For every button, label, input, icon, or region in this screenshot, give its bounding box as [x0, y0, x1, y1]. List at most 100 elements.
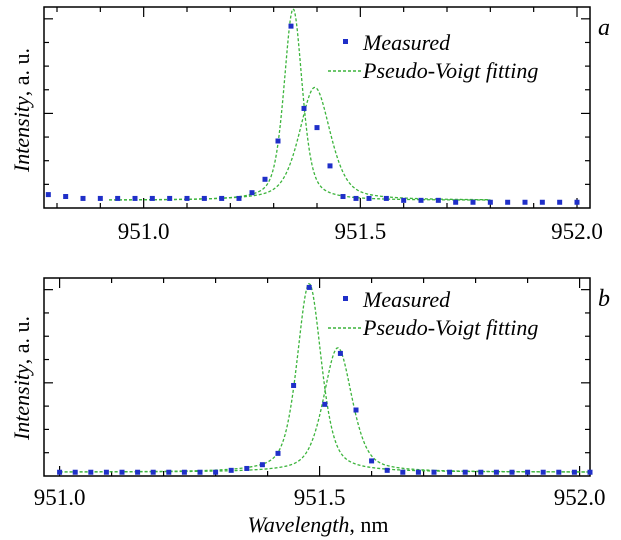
tick-marks-b: [44, 278, 590, 476]
y-axis-label-unit-b: , a. u.: [9, 316, 34, 364]
y-axis-label-main-a: Intensity: [9, 96, 34, 173]
measured-point: [213, 469, 219, 475]
x-tick-label: 951.0: [34, 485, 86, 510]
measured-point: [509, 469, 515, 475]
legend-label-measured-b: Measured: [362, 287, 451, 312]
legend-label-measured-a: Measured: [362, 30, 451, 55]
measured-point: [525, 469, 531, 475]
panel-a: 951.0 951.5 952.0 a Measured Pseudo-Voigt …: [43, 6, 610, 244]
plot-frame-b: [43, 277, 591, 477]
measured-point: [435, 197, 441, 203]
measured-point: [366, 195, 372, 201]
measured-point: [540, 469, 546, 475]
measured-point: [166, 469, 172, 475]
measured-point: [470, 199, 476, 205]
measured-point: [314, 125, 320, 131]
measured-point: [228, 467, 234, 473]
measured-point: [353, 407, 359, 413]
y-axis-label-unit-a: , a. u.: [9, 48, 34, 96]
x-tick-label: 951.5: [334, 219, 386, 244]
measured-point: [322, 401, 328, 407]
measured-point: [184, 195, 190, 201]
legend-label-fit-a: Pseudo-Voigt fitting: [362, 58, 538, 83]
measured-point: [301, 105, 307, 111]
fit-curves-a: [109, 7, 491, 201]
fit-curve-2: [59, 347, 590, 473]
measured-point: [384, 467, 390, 473]
measured-point: [80, 195, 86, 201]
measured-point: [431, 469, 437, 475]
measured-point: [288, 23, 294, 29]
measured-point: [327, 163, 333, 169]
fit-curve-2: [109, 86, 491, 201]
panel-label-b: b: [598, 286, 610, 312]
plot-frame-a: [43, 6, 591, 209]
measured-point: [63, 194, 69, 200]
measured-point: [400, 469, 406, 475]
measured-point: [45, 192, 51, 198]
measured-point: [493, 469, 499, 475]
measured-point: [197, 469, 203, 475]
y-axis-label-main-b: Intensity: [9, 364, 34, 441]
measured-point: [539, 199, 545, 205]
y-axis-label-a: Intensity, a. u.: [9, 48, 34, 173]
measured-point: [522, 199, 528, 205]
measured-point: [244, 465, 250, 471]
measured-point: [340, 194, 346, 200]
measured-point: [291, 382, 297, 388]
y-axis-label-b: Intensity, a. u.: [9, 316, 34, 441]
x-axis-label-unit: , nm: [349, 512, 388, 537]
measured-point: [571, 469, 577, 475]
fit-curve-1: [109, 7, 491, 201]
measured-point: [115, 195, 121, 201]
measured-point: [306, 284, 312, 290]
measured-point: [353, 195, 359, 201]
measured-point: [418, 197, 424, 203]
measured-point: [201, 195, 207, 201]
fit-curve-1: [59, 282, 590, 473]
measured-point: [447, 469, 453, 475]
x-axis-label-main: Wavelength: [248, 512, 350, 537]
measured-point: [462, 469, 468, 475]
measured-point: [119, 469, 125, 475]
measured-point: [167, 195, 173, 201]
measured-point: [505, 199, 511, 205]
legend-label-fit-b: Pseudo-Voigt fitting: [362, 315, 538, 340]
measured-point: [557, 199, 563, 205]
measured-point: [135, 469, 141, 475]
measured-point: [383, 195, 389, 201]
measured-point: [275, 138, 281, 144]
measured-point: [132, 195, 138, 201]
fit-curves-b: [59, 282, 590, 473]
panel-label-a: a: [598, 15, 610, 41]
x-tick-label: 952.0: [554, 485, 606, 510]
measured-point: [415, 469, 421, 475]
x-tick-labels-b: 951.0 951.5 952.0: [34, 485, 606, 510]
measured-point: [149, 195, 155, 201]
measured-point: [337, 350, 343, 356]
measured-point: [574, 199, 580, 205]
measured-point: [487, 199, 493, 205]
x-axis-label: Wavelength, nm: [248, 512, 389, 537]
legend-a: Measured Pseudo-Voigt fitting: [328, 30, 538, 83]
measured-point: [72, 469, 78, 475]
measured-point: [249, 190, 255, 196]
legend-marker-measured-a: [343, 39, 348, 44]
measured-point: [88, 469, 94, 475]
measured-point: [259, 462, 265, 468]
measured-point: [262, 176, 268, 182]
measured-point: [103, 469, 109, 475]
measured-point: [150, 469, 156, 475]
measured-point: [369, 458, 375, 464]
measured-point: [181, 469, 187, 475]
measured-point: [401, 197, 407, 203]
measured-point: [453, 199, 459, 205]
panel-b: 951.0 951.5 952.0 b Measured Pseudo-Voigt …: [34, 277, 610, 510]
measured-point: [587, 469, 593, 475]
legend-marker-measured-b: [343, 296, 348, 301]
legend-b: Measured Pseudo-Voigt fitting: [328, 287, 538, 340]
measured-point: [236, 195, 242, 201]
measured-point: [57, 469, 63, 475]
measured-point: [219, 195, 225, 201]
measured-point: [478, 469, 484, 475]
